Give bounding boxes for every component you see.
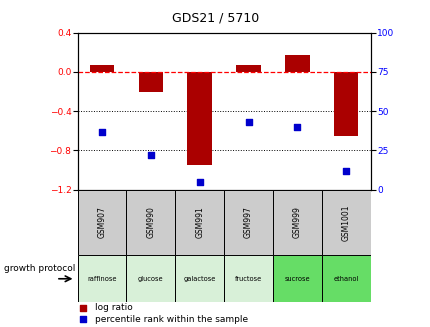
Text: GDS21 / 5710: GDS21 / 5710 xyxy=(172,11,258,25)
Bar xyxy=(126,190,175,255)
Text: growth protocol: growth protocol xyxy=(4,265,76,273)
Point xyxy=(342,168,349,173)
Bar xyxy=(272,255,321,302)
Point xyxy=(245,120,252,125)
Bar xyxy=(272,190,321,255)
Bar xyxy=(126,255,175,302)
Bar xyxy=(321,190,370,255)
Text: percentile rank within the sample: percentile rank within the sample xyxy=(95,315,248,324)
Text: GSM990: GSM990 xyxy=(146,206,155,238)
Point xyxy=(196,179,203,184)
Bar xyxy=(138,72,163,92)
Bar xyxy=(175,190,224,255)
Bar xyxy=(77,255,126,302)
Bar xyxy=(321,255,370,302)
Point xyxy=(80,305,87,310)
Bar xyxy=(333,72,358,136)
Text: GSM907: GSM907 xyxy=(97,206,106,238)
Bar xyxy=(224,255,272,302)
Text: raffinose: raffinose xyxy=(87,276,117,282)
Point xyxy=(80,317,87,322)
Text: glucose: glucose xyxy=(138,276,163,282)
Bar xyxy=(285,55,309,72)
Text: ethanol: ethanol xyxy=(333,276,358,282)
Text: galactose: galactose xyxy=(183,276,215,282)
Text: GSM991: GSM991 xyxy=(195,206,204,238)
Bar xyxy=(224,190,272,255)
Point xyxy=(98,129,105,134)
Bar xyxy=(236,65,260,72)
Bar xyxy=(77,190,126,255)
Point xyxy=(293,124,300,129)
Text: GSM1001: GSM1001 xyxy=(341,204,350,241)
Text: GSM999: GSM999 xyxy=(292,206,301,238)
Bar xyxy=(175,255,224,302)
Bar xyxy=(187,72,212,165)
Text: GSM997: GSM997 xyxy=(243,206,252,238)
Text: fructose: fructose xyxy=(234,276,261,282)
Text: sucrose: sucrose xyxy=(284,276,310,282)
Bar xyxy=(89,65,114,72)
Text: log ratio: log ratio xyxy=(95,303,132,312)
Point xyxy=(147,152,154,158)
